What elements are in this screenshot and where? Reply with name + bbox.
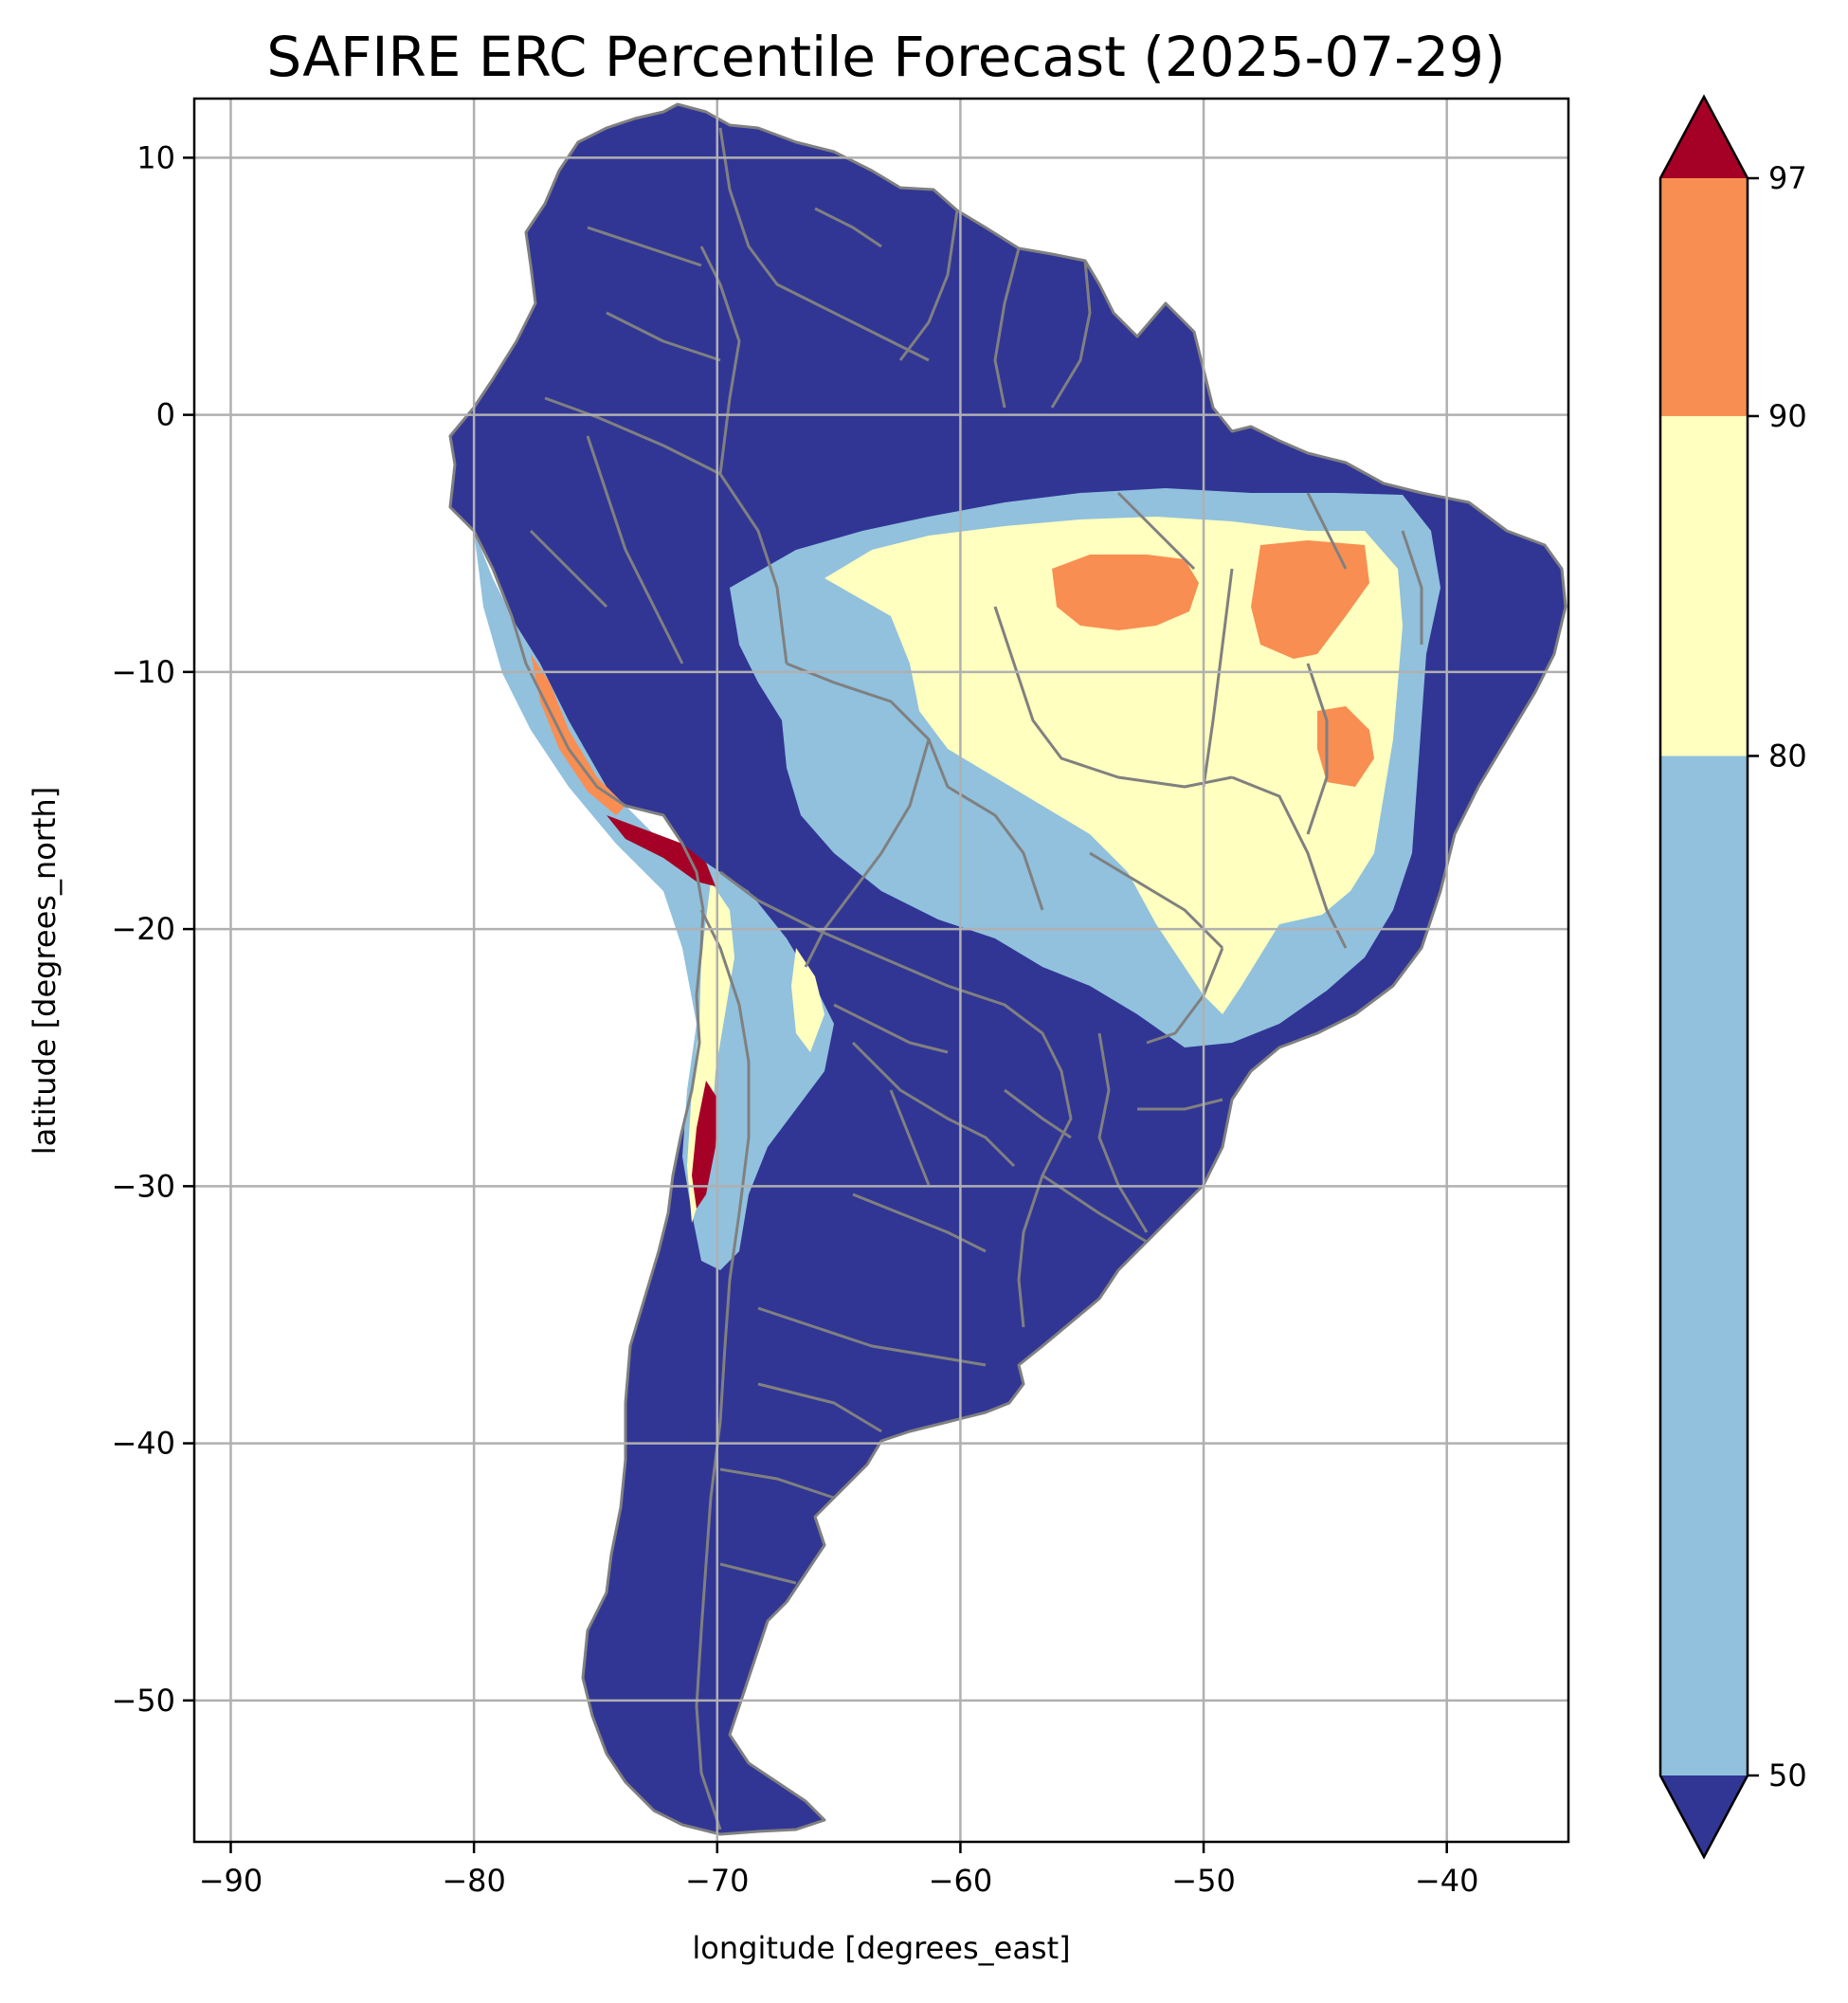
field-90-97-peru — [531, 654, 625, 815]
colorbar-tick-label: 50 — [1768, 1757, 1807, 1794]
y-tick-label: 0 — [156, 397, 175, 433]
x-tick-label: −90 — [199, 1863, 263, 1899]
y-tick-label: 10 — [136, 139, 175, 175]
colorbar-segment — [1660, 756, 1748, 1776]
national-borders — [529, 127, 1423, 1830]
x-tick-label: −70 — [685, 1863, 750, 1899]
colorbar-extend-min — [1660, 1775, 1748, 1857]
y-axis-label: latitude [degrees_north] — [27, 787, 63, 1156]
field-50-80-andes — [474, 531, 834, 1270]
field-above-97-peru — [607, 815, 716, 886]
x-tick-label: −80 — [442, 1863, 506, 1899]
colorbar-tick-label: 97 — [1768, 160, 1807, 196]
field-90-97-bahia — [1317, 706, 1374, 787]
colorbar-tick-label: 90 — [1768, 398, 1807, 434]
colorbar-tick-label: 80 — [1768, 737, 1807, 774]
field-90-97-maranhao — [1251, 540, 1369, 659]
field-above-97-chile — [692, 1081, 718, 1209]
x-axis-label: longitude [degrees_east] — [692, 1930, 1070, 1966]
x-tick-label: −60 — [929, 1863, 993, 1899]
x-tick-label: −40 — [1415, 1863, 1479, 1899]
map-plot-area: −90 −80 −70 −60 −50 −40 10 0 −10 −20 −30 −40 −50 — [111, 97, 1570, 1899]
colorbar-extend-max — [1660, 97, 1748, 178]
y-tick-label: −40 — [111, 1426, 175, 1462]
field-80-90-brazil — [824, 517, 1403, 1014]
x-tick-label: −50 — [1171, 1863, 1236, 1899]
y-tick-label: −20 — [111, 911, 175, 947]
coastline — [448, 102, 1567, 1836]
gridlines — [194, 99, 1568, 1842]
axes-frame — [192, 97, 1570, 1844]
x-axis-ticks: −90 −80 −70 −60 −50 −40 — [199, 1842, 1479, 1899]
field-90-97-para — [1052, 555, 1199, 630]
colorbar-segment — [1660, 415, 1748, 756]
y-tick-label: −10 — [111, 654, 175, 690]
colorbar-segment — [1660, 178, 1748, 416]
map-layers — [448, 102, 1567, 1836]
y-axis-ticks: 10 0 −10 −20 −30 −40 −50 — [111, 139, 194, 1719]
field-80-90-puna — [791, 948, 824, 1052]
colorbar: 50 80 90 97 — [1658, 94, 1807, 1860]
y-tick-label: −50 — [111, 1683, 175, 1719]
chart-title: SAFIRE ERC Percentile Forecast (2025-07-… — [266, 25, 1505, 89]
y-tick-label: −30 — [111, 1168, 175, 1204]
